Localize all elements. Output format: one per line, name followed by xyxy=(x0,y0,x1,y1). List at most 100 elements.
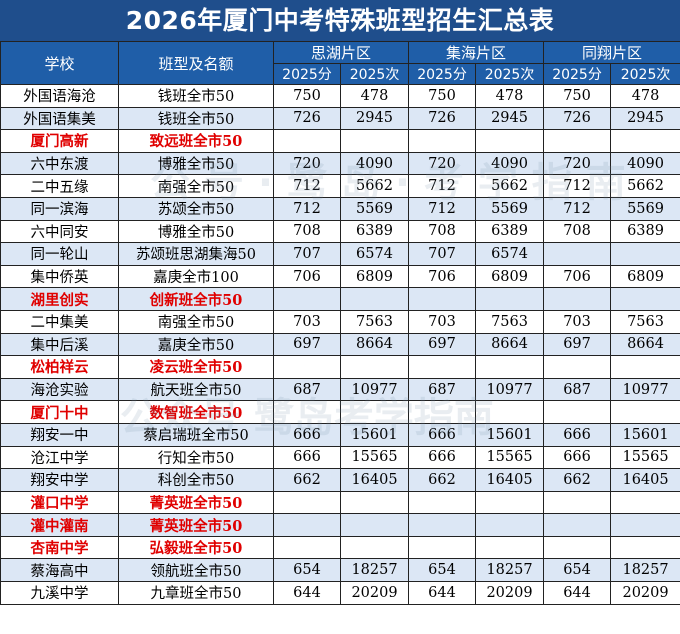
score-cell: 708 xyxy=(273,219,341,244)
score-cell: 707 xyxy=(408,242,477,266)
rank-cell xyxy=(339,129,410,153)
score-cell: 666 xyxy=(408,445,477,470)
header-rank: 2025次 xyxy=(339,63,410,85)
rank-cell: 6389 xyxy=(475,219,545,244)
header-school: 学校 xyxy=(0,41,119,85)
school-cell: 杏南中学 xyxy=(0,535,119,560)
rank-cell xyxy=(610,400,680,424)
rank-cell: 15601 xyxy=(610,422,680,447)
score-cell: 662 xyxy=(408,468,477,492)
header-score: 2025分 xyxy=(273,63,341,85)
school-cell: 翔安一中 xyxy=(0,422,119,447)
score-cell xyxy=(543,490,612,515)
school-cell: 二中五缘 xyxy=(0,174,119,198)
class-cell: 菁英班全市50 xyxy=(118,490,274,515)
score-cell: 666 xyxy=(543,422,612,447)
table-row: 外国语海沧 钱班全市50 750 478 750 478 750 478 xyxy=(0,84,680,108)
rank-cell: 10977 xyxy=(339,377,410,402)
score-cell: 706 xyxy=(273,264,341,289)
rank-cell: 5569 xyxy=(610,196,680,221)
class-cell: 嘉庚全市100 xyxy=(118,264,274,289)
school-cell: 六中东渡 xyxy=(0,151,119,176)
score-cell: 654 xyxy=(273,558,341,583)
rank-cell: 20209 xyxy=(610,581,680,605)
header-score: 2025分 xyxy=(408,63,477,85)
rank-cell: 5662 xyxy=(475,174,545,198)
score-cell xyxy=(273,535,341,560)
school-cell: 九溪中学 xyxy=(0,581,119,605)
school-cell: 灌中灌南 xyxy=(0,513,119,537)
score-cell: 654 xyxy=(408,558,477,583)
header-region-tongxiang: 同翔片区 xyxy=(543,41,680,64)
rank-cell: 7563 xyxy=(610,309,680,334)
score-cell: 712 xyxy=(543,196,612,221)
table-body: 外国语海沧 钱班全市50 750 478 750 478 750 478 外国语集美 钱班全市50… xyxy=(0,84,680,605)
score-cell: 666 xyxy=(273,445,341,470)
rank-cell: 6809 xyxy=(610,264,680,289)
table-row: 外国语集美 钱班全市50 726 2945 726 2945 726 2945 xyxy=(0,106,680,131)
rank-cell: 6809 xyxy=(475,264,545,289)
rank-cell: 20209 xyxy=(339,581,410,605)
score-cell: 697 xyxy=(543,332,612,357)
score-cell: 662 xyxy=(543,468,612,492)
school-cell: 同一轮山 xyxy=(0,242,119,266)
rank-cell: 4090 xyxy=(339,151,410,176)
rank-cell: 478 xyxy=(339,84,410,108)
rank-cell: 16405 xyxy=(475,468,545,492)
score-cell: 712 xyxy=(273,174,341,198)
score-cell: 726 xyxy=(543,106,612,131)
header-score: 2025分 xyxy=(543,63,612,85)
header-class-type: 班型及名额 xyxy=(118,41,274,85)
rank-cell: 18257 xyxy=(339,558,410,583)
score-cell: 750 xyxy=(543,84,612,108)
class-cell: 南强全市50 xyxy=(118,309,274,334)
table-row: 同一滨海 苏颂全市50 712 5569 712 5569 712 5569 xyxy=(0,196,680,221)
rank-cell: 7563 xyxy=(339,309,410,334)
rank-cell: 2945 xyxy=(339,106,410,131)
score-cell: 666 xyxy=(543,445,612,470)
score-cell: 687 xyxy=(273,377,341,402)
score-cell xyxy=(408,129,477,153)
school-cell: 蔡海高中 xyxy=(0,558,119,583)
rank-cell: 478 xyxy=(610,84,680,108)
rank-cell xyxy=(339,535,410,560)
score-cell: 726 xyxy=(273,106,341,131)
table-row: 湖里创实 创新班全市50 xyxy=(0,287,680,311)
score-cell: 712 xyxy=(273,196,341,221)
score-cell: 662 xyxy=(273,468,341,492)
rank-cell: 5662 xyxy=(610,174,680,198)
school-cell: 外国语集美 xyxy=(0,106,119,131)
score-cell: 720 xyxy=(408,151,477,176)
rank-cell: 7563 xyxy=(475,309,545,334)
rank-cell: 6389 xyxy=(339,219,410,244)
rank-cell: 10977 xyxy=(610,377,680,402)
rank-cell: 16405 xyxy=(339,468,410,492)
class-cell: 钱班全市50 xyxy=(118,106,274,131)
school-cell: 集中侨英 xyxy=(0,264,119,289)
admission-table: 学校 班型及名额 思湖片区 集海片区 同翔片区 2025分 2025次 2025… xyxy=(0,41,680,605)
rank-cell xyxy=(475,400,545,424)
score-cell xyxy=(543,535,612,560)
score-cell: 654 xyxy=(543,558,612,583)
score-cell xyxy=(408,490,477,515)
score-cell xyxy=(273,129,341,153)
class-cell: 菁英班全市50 xyxy=(118,513,274,537)
class-cell: 蔡启瑞班全市50 xyxy=(118,422,274,447)
rank-cell xyxy=(475,513,545,537)
rank-cell xyxy=(339,400,410,424)
score-cell: 708 xyxy=(408,219,477,244)
score-cell: 703 xyxy=(543,309,612,334)
class-cell: 致远班全市50 xyxy=(118,129,274,153)
rank-cell xyxy=(610,355,680,379)
score-cell xyxy=(273,513,341,537)
rank-cell xyxy=(610,490,680,515)
class-cell: 创新班全市50 xyxy=(118,287,274,311)
school-cell: 二中集美 xyxy=(0,309,119,334)
rank-cell: 8664 xyxy=(339,332,410,357)
header-region-sihu: 思湖片区 xyxy=(272,41,410,64)
score-cell xyxy=(408,355,477,379)
rank-cell xyxy=(610,513,680,537)
rank-cell: 15565 xyxy=(475,445,545,470)
table-row: 集中后溪 嘉庚全市50 697 8664 697 8664 697 8664 xyxy=(0,332,680,357)
class-cell: 航天班全市50 xyxy=(118,377,274,402)
